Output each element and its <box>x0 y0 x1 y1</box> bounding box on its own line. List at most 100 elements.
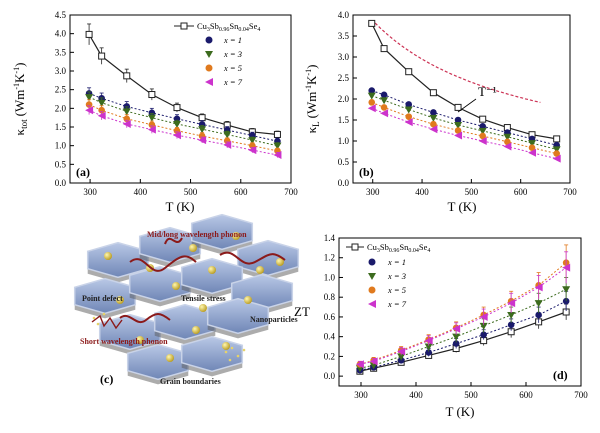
y-tick-label: 1.0 <box>324 272 336 282</box>
data-point <box>405 68 413 76</box>
data-point <box>454 131 463 140</box>
panel-d-marks <box>355 244 571 375</box>
y-tick-label: 0.5 <box>55 159 67 169</box>
data-point <box>424 336 433 345</box>
series-2 <box>85 91 282 150</box>
point-defect-dot <box>224 350 228 354</box>
series-line <box>359 267 567 365</box>
panel-a-ylabel-close: ) <box>12 63 27 67</box>
data-point <box>479 132 487 140</box>
y-tick-label: 2.5 <box>338 73 350 83</box>
nanoparticle <box>189 244 197 252</box>
panel-b-annotation-arrow <box>457 98 477 113</box>
panel-a-label: (a) <box>76 165 90 179</box>
data-point <box>368 19 376 27</box>
point-defect-dot <box>230 346 234 350</box>
data-point <box>503 142 512 151</box>
nanoparticle <box>208 266 216 274</box>
panel-c-phonon-scattering-illustration: Mid/long wavelength phonon Point defect … <box>73 213 300 386</box>
y-tick-label: 3.5 <box>55 47 67 57</box>
data-point <box>172 131 181 140</box>
data-point <box>98 52 106 60</box>
y-tick-label: 1.0 <box>338 136 350 146</box>
data-point <box>454 116 462 124</box>
point-defect-dot <box>96 322 100 326</box>
nanoparticle <box>232 232 240 240</box>
legend-d-marker-x1 <box>368 258 376 266</box>
series-4 <box>355 251 571 369</box>
x-tick-label: 500 <box>184 187 198 197</box>
series-4 <box>85 105 282 159</box>
data-point <box>147 114 156 122</box>
data-point <box>369 357 378 366</box>
legend-compound-a: Cu3Sb0.96Sn0.04Se4 <box>197 21 260 33</box>
data-point <box>380 109 389 118</box>
y-tick-label: 0.0 <box>324 371 336 381</box>
x-tick-label: 300 <box>366 187 380 197</box>
legend-d-x7: x = 7 <box>387 299 407 309</box>
data-point <box>503 133 512 141</box>
data-point <box>380 91 388 99</box>
x-tick-label: 700 <box>284 187 298 197</box>
x-tick-label: 500 <box>464 390 478 400</box>
data-point <box>273 151 282 159</box>
y-tick-label: 4.0 <box>338 10 350 20</box>
nanoparticle <box>244 296 252 304</box>
legend-d-x3: x = 3 <box>387 271 406 281</box>
label-tensile-stress: Tensile stress <box>181 294 226 303</box>
data-point <box>479 115 487 123</box>
panel-b-ylabel: κL(Wm-1K-1) <box>304 65 321 134</box>
short-phonon-wave <box>91 314 123 330</box>
data-point <box>478 127 487 135</box>
data-point <box>223 131 232 139</box>
svg-text:κL(Wm-1K-1): κL(Wm-1K-1) <box>304 65 321 134</box>
data-point <box>534 300 543 308</box>
data-point <box>85 106 94 115</box>
data-point <box>97 111 106 120</box>
legend-x3: x = 3 <box>223 49 242 59</box>
data-point <box>452 340 460 347</box>
point-defect-dot <box>92 316 96 320</box>
nanoparticle <box>104 252 112 260</box>
legend-marker-compound <box>180 22 188 30</box>
legend-marker-x3 <box>205 51 213 58</box>
y-tick-label: 1.5 <box>55 122 67 132</box>
data-point <box>198 126 207 134</box>
data-point <box>404 118 413 127</box>
y-tick-label: 4.0 <box>55 29 67 39</box>
x-tick-label: 700 <box>563 187 577 197</box>
label-point-defect: Point defect <box>82 294 123 303</box>
panel-a-ticks: 300 400 500 600 700 0.0 0.5 1.0 1.5 2.0 2.5 3.0 3.5 4… <box>55 10 299 197</box>
series-3 <box>85 99 281 155</box>
legend-d-marker-x5 <box>368 286 376 294</box>
legend-d-x5: x = 5 <box>387 285 406 295</box>
series-line <box>371 90 557 146</box>
nanoparticle <box>222 342 230 350</box>
phonon-wave-3 <box>119 313 171 323</box>
y-tick-label: 0.0 <box>55 178 67 188</box>
nanoparticle <box>172 282 180 290</box>
data-point <box>424 343 433 351</box>
nanoparticle <box>136 336 144 344</box>
series-3 <box>368 99 560 157</box>
data-point <box>480 331 487 338</box>
y-tick-label: 2.0 <box>338 94 350 104</box>
panel-d-frame <box>338 237 582 387</box>
panel-c-label: (c) <box>100 372 113 386</box>
data-point <box>553 150 560 157</box>
panel-b-ylabel-exp2: -1 <box>304 69 313 76</box>
point-defect-dot <box>228 358 232 362</box>
data-point <box>528 140 537 148</box>
data-point <box>553 135 561 143</box>
y-tick-label: 0.0 <box>338 178 350 188</box>
phonon-wave-4 <box>164 237 183 245</box>
y-tick-label: 0.6 <box>324 312 336 322</box>
data-point <box>148 109 156 117</box>
data-point <box>380 104 388 111</box>
data-point <box>85 94 94 102</box>
data-point <box>223 140 232 149</box>
y-tick-label: 0.2 <box>324 351 335 361</box>
legend-d-marker-x3 <box>368 273 376 280</box>
y-tick-label: 1.4 <box>324 233 336 243</box>
